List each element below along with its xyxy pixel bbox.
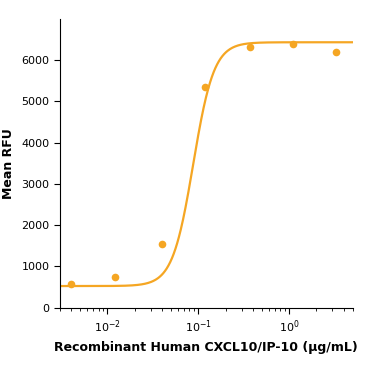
- X-axis label: Recombinant Human CXCL10/IP-10 (μg/mL): Recombinant Human CXCL10/IP-10 (μg/mL): [54, 342, 358, 354]
- Y-axis label: Mean RFU: Mean RFU: [2, 128, 15, 198]
